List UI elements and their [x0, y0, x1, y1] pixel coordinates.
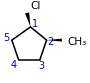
Text: 2: 2: [48, 37, 54, 47]
Text: CH₃: CH₃: [68, 37, 87, 47]
Text: Cl: Cl: [30, 1, 41, 11]
Text: 4: 4: [11, 60, 17, 70]
Polygon shape: [47, 39, 62, 42]
Text: 1: 1: [32, 19, 38, 29]
Text: 3: 3: [38, 61, 45, 71]
Polygon shape: [25, 12, 31, 27]
Text: 5: 5: [3, 33, 9, 43]
